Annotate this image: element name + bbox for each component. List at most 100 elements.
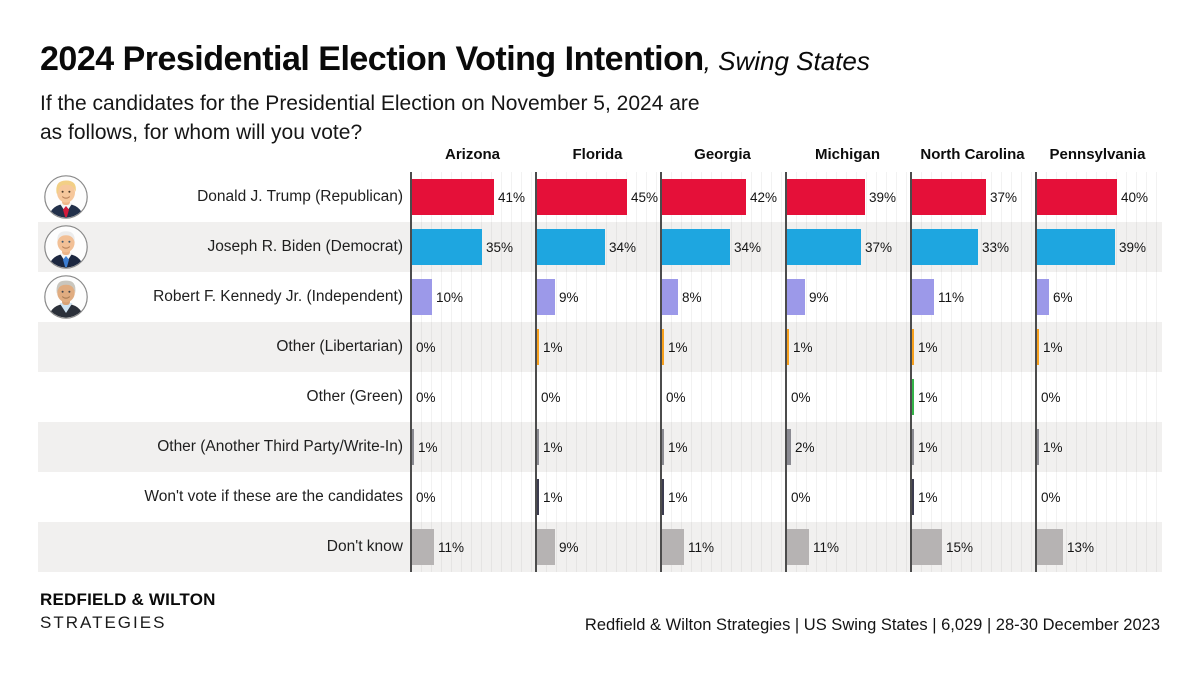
bar-panel-pennsylvania: 0% — [1035, 372, 1160, 422]
bar-panel-pennsylvania: 6% — [1035, 272, 1160, 322]
value-label: 1% — [1043, 339, 1063, 355]
value-label: 1% — [543, 439, 563, 455]
bar — [537, 529, 555, 565]
value-label: 0% — [666, 389, 686, 405]
bar-panel-arizona: 0% — [410, 472, 535, 522]
bar-panel-arizona: 11% — [410, 522, 535, 572]
bar — [412, 529, 434, 565]
bar — [662, 279, 678, 315]
bar-panel-florida: 9% — [535, 272, 660, 322]
value-label: 1% — [918, 339, 938, 355]
bar — [1037, 529, 1063, 565]
row-label: Won't vote if these are the candidates — [144, 488, 403, 505]
value-label: 1% — [1043, 439, 1063, 455]
column-header-michigan: Michigan — [814, 146, 880, 163]
bar — [787, 429, 791, 465]
biden-avatar — [44, 225, 88, 269]
bar-panel-georgia: 1% — [660, 322, 785, 372]
bar — [1037, 279, 1049, 315]
bar-panel-michigan: 0% — [785, 372, 910, 422]
row-label-cell: Joseph R. Biden (Democrat) — [38, 222, 410, 272]
chart-row-won-t-vote-if-these-are-the-candidates: Won't vote if these are the candidates 0%… — [38, 472, 1162, 522]
bar-panel-florida: 9% — [535, 522, 660, 572]
column-header-georgia: Georgia — [694, 146, 751, 163]
bar — [537, 429, 539, 465]
row-label-cell: Other (Green) — [38, 372, 410, 422]
bar-panel-florida: 0% — [535, 372, 660, 422]
value-label: 34% — [734, 239, 762, 255]
value-label: 11% — [938, 289, 965, 305]
row-label: Robert F. Kennedy Jr. (Independent) — [153, 288, 403, 305]
subtitle-line-2: as follows, for whom will you vote? — [40, 121, 363, 144]
bar-panel-pennsylvania: 13% — [1035, 522, 1160, 572]
value-label: 10% — [436, 289, 464, 305]
value-label: 0% — [541, 389, 561, 405]
bar — [412, 179, 494, 215]
chart-row-other-libertarian: Other (Libertarian) 0% 1% 1% 1% 1% 1% — [38, 322, 1162, 372]
row-label-cell: Donald J. Trump (Republican) — [38, 172, 410, 222]
value-label: 1% — [668, 339, 688, 355]
bar-panel-michigan: 1% — [785, 322, 910, 372]
bar-panel-arizona: 0% — [410, 372, 535, 422]
redfield-wilton-logo: REDFIELD & WILTON STRATEGIES — [40, 590, 216, 633]
value-label: 1% — [918, 389, 938, 405]
value-label: 33% — [982, 239, 1010, 255]
bar-panel-georgia: 8% — [660, 272, 785, 322]
column-header-pennsylvania: Pennsylvania — [1049, 146, 1146, 163]
value-label: 15% — [946, 539, 974, 555]
value-label: 0% — [791, 389, 811, 405]
row-label: Donald J. Trump (Republican) — [197, 188, 403, 205]
chart-row-other-green: Other (Green) 0% 0% 0% 0% 1% 0% — [38, 372, 1162, 422]
chart-row-don-t-know: Don't know 11% 9% 11% 11% 15% 13% — [38, 522, 1162, 572]
bar-panel-michigan: 39% — [785, 172, 910, 222]
value-label: 13% — [1067, 539, 1095, 555]
bar-panel-pennsylvania: 1% — [1035, 322, 1160, 372]
bar — [912, 479, 914, 515]
bar — [787, 229, 861, 265]
value-label: 1% — [668, 439, 688, 455]
value-label: 34% — [609, 239, 637, 255]
bar-panel-michigan: 0% — [785, 472, 910, 522]
value-label: 35% — [486, 239, 514, 255]
bar-panel-michigan: 11% — [785, 522, 910, 572]
row-label-cell: Other (Another Third Party/Write-In) — [38, 422, 410, 472]
logo-line-2: STRATEGIES — [40, 613, 167, 632]
bar-panel-north-carolina: 37% — [910, 172, 1035, 222]
row-label: Other (Libertarian) — [276, 338, 403, 355]
trump-avatar — [44, 175, 88, 219]
bar-panel-pennsylvania: 40% — [1035, 172, 1160, 222]
value-label: 1% — [418, 439, 438, 455]
value-label: 9% — [559, 539, 579, 555]
value-label: 39% — [869, 189, 897, 205]
row-label-cell: Robert F. Kennedy Jr. (Independent) — [38, 272, 410, 322]
bar — [787, 279, 805, 315]
value-label: 8% — [682, 289, 702, 305]
bar — [1037, 329, 1039, 365]
bar-panel-florida: 1% — [535, 322, 660, 372]
value-label: 6% — [1053, 289, 1073, 305]
value-label: 1% — [918, 489, 938, 505]
bar — [912, 379, 914, 415]
value-label: 37% — [990, 189, 1018, 205]
value-label: 0% — [1041, 489, 1061, 505]
bar-panel-pennsylvania: 39% — [1035, 222, 1160, 272]
value-label: 1% — [918, 439, 938, 455]
bar — [1037, 229, 1115, 265]
chart-row-other-another-third-party-write-in: Other (Another Third Party/Write-In) 1% 1%… — [38, 422, 1162, 472]
row-label: Other (Green) — [306, 388, 403, 405]
subtitle: If the candidates for the Presidential E… — [40, 89, 1170, 147]
value-label: 41% — [498, 189, 526, 205]
state-column-headers: Arizona Florida Georgia Michigan North Carol… — [38, 146, 1162, 172]
bar-panel-michigan: 2% — [785, 422, 910, 472]
header: 2024 Presidential Election Voting Intent… — [40, 40, 1170, 147]
chart-rows: Donald J. Trump (Republican) 41% 45% 42% 39%… — [38, 172, 1162, 572]
value-label: 0% — [416, 339, 436, 355]
bar — [537, 479, 539, 515]
subtitle-line-1: If the candidates for the Presidential E… — [40, 92, 700, 115]
bar — [537, 279, 555, 315]
value-label: 39% — [1119, 239, 1147, 255]
column-header-north-carolina: North Carolina — [920, 146, 1025, 163]
bar — [662, 429, 664, 465]
value-label: 11% — [813, 539, 840, 555]
